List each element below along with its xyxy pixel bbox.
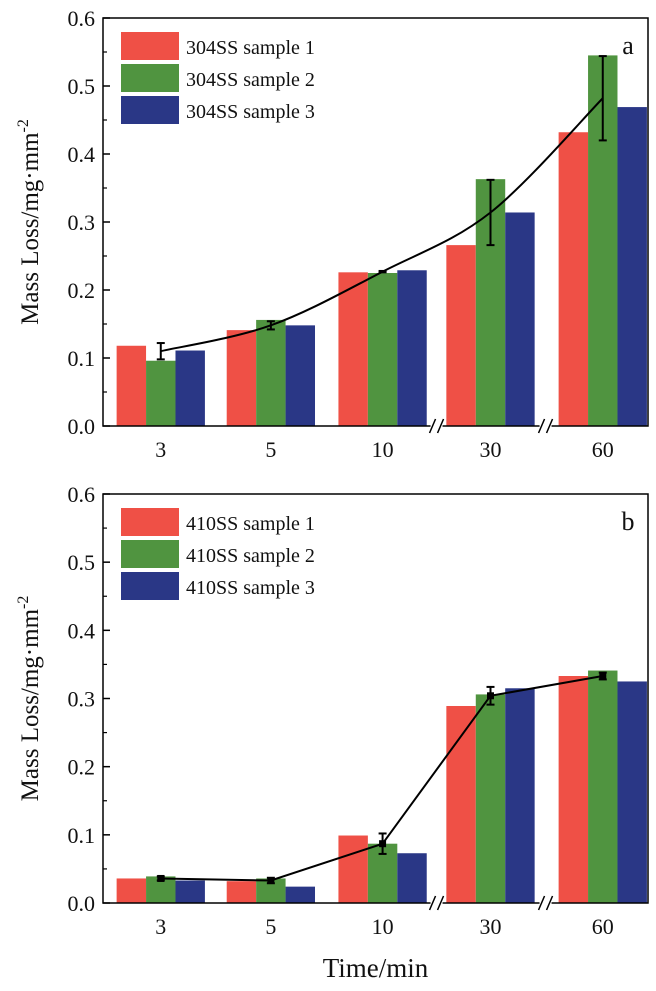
- y-tick-label: 0.5: [68, 550, 96, 575]
- panel-label: a: [622, 31, 634, 60]
- legend-label: 410SS sample 3: [186, 577, 315, 599]
- chart-panel-a: 0.0 0.1 0.2 0.3 0.4 0.5 0.6 3 5 10 30 60 Mass Loss/m…: [15, 6, 649, 462]
- bar: [617, 107, 647, 426]
- bar: [285, 886, 316, 903]
- axis-break-mark: [428, 895, 437, 911]
- data-point: [157, 874, 165, 882]
- legend-label: 304SS sample 1: [186, 37, 315, 59]
- legend-swatch: [121, 508, 179, 536]
- bar: [475, 694, 506, 903]
- legend-label: 304SS sample 2: [186, 69, 315, 91]
- bar: [226, 881, 257, 903]
- bar: [505, 688, 535, 903]
- x-tick-label: 30: [479, 914, 501, 939]
- y-tick-label: 0.2: [68, 755, 96, 780]
- y-tick-label: 0.1: [68, 823, 96, 848]
- y-tick-label: 0.2: [68, 278, 96, 303]
- y-axis-label-text: Mass Loss/mg·mm: [17, 132, 44, 325]
- legend-label: 410SS sample 2: [186, 545, 315, 567]
- x-tick-label: 30: [479, 437, 501, 462]
- y-tick-label: 0.0: [68, 414, 96, 439]
- x-tick-label: 5: [265, 914, 276, 939]
- axis-break-gap: [539, 900, 552, 906]
- bar: [505, 212, 535, 426]
- data-point: [267, 877, 275, 885]
- y-tick-label: 0.3: [68, 210, 96, 235]
- bar: [146, 360, 176, 426]
- legend-swatch: [121, 540, 179, 568]
- axis-break-mark: [537, 418, 546, 434]
- bar: [175, 350, 205, 426]
- bar: [338, 272, 368, 426]
- y-axis-label-superscript: -2: [15, 119, 32, 132]
- axis-break-mark: [436, 895, 445, 911]
- bar: [226, 330, 257, 426]
- bar: [285, 325, 316, 426]
- legend-swatch: [121, 96, 179, 124]
- data-point: [486, 692, 494, 700]
- y-tick-label: 0.6: [68, 482, 96, 507]
- chart-panel-b: 0.0 0.1 0.2 0.3 0.4 0.5 0.6 3 5 10 30 60 Mass Loss/m…: [15, 482, 649, 983]
- y-tick-label: 0.4: [68, 618, 96, 643]
- bar: [256, 319, 286, 426]
- y-tick-label: 0.6: [68, 6, 96, 31]
- legend-swatch: [121, 64, 179, 92]
- x-tick-label: 3: [155, 914, 166, 939]
- y-tick-label: 0.5: [68, 74, 96, 99]
- axis-break-mark: [537, 895, 546, 911]
- bar: [397, 853, 427, 903]
- axis-break-mark: [436, 418, 445, 434]
- axis-break-gap: [430, 423, 443, 429]
- bar: [588, 670, 618, 903]
- y-tick-label: 0.4: [68, 142, 96, 167]
- bar: [617, 681, 647, 903]
- legend-swatch: [121, 572, 179, 600]
- axis-break-gap: [430, 900, 443, 906]
- y-axis-label: Mass Loss/mg·mm-2: [15, 119, 44, 325]
- bar: [446, 245, 476, 426]
- y-tick-label: 0.1: [68, 346, 96, 371]
- bar: [446, 705, 476, 903]
- bar: [116, 345, 147, 426]
- x-tick-label: 60: [592, 914, 614, 939]
- axis-break-mark: [545, 418, 554, 434]
- x-axis-label: Time/min: [323, 953, 429, 983]
- legend-label: 410SS sample 1: [186, 513, 315, 535]
- bar: [116, 878, 147, 903]
- y-tick-label: 0.3: [68, 687, 96, 712]
- data-point: [599, 672, 607, 680]
- axis-break-mark: [545, 895, 554, 911]
- x-tick-label: 10: [372, 437, 394, 462]
- legend-label: 304SS sample 3: [186, 101, 315, 123]
- x-tick-label: 3: [155, 437, 166, 462]
- bar: [397, 270, 427, 426]
- y-tick-label: 0.0: [68, 891, 96, 916]
- bar: [558, 676, 589, 903]
- y-axis-label-superscript: -2: [15, 596, 32, 609]
- y-axis-label: Mass Loss/mg·mm-2: [15, 596, 44, 802]
- bar: [558, 132, 589, 427]
- bar: [175, 880, 205, 903]
- y-axis-label-text: Mass Loss/mg·mm: [17, 608, 44, 801]
- bar: [367, 273, 398, 426]
- axis-break-gap: [539, 423, 552, 429]
- panel-label: b: [622, 507, 635, 536]
- legend-swatch: [121, 32, 179, 60]
- x-tick-label: 10: [372, 914, 394, 939]
- x-tick-label: 60: [592, 437, 614, 462]
- axis-break-mark: [428, 418, 437, 434]
- bar: [338, 835, 368, 903]
- x-tick-label: 5: [265, 437, 276, 462]
- data-point: [379, 840, 387, 848]
